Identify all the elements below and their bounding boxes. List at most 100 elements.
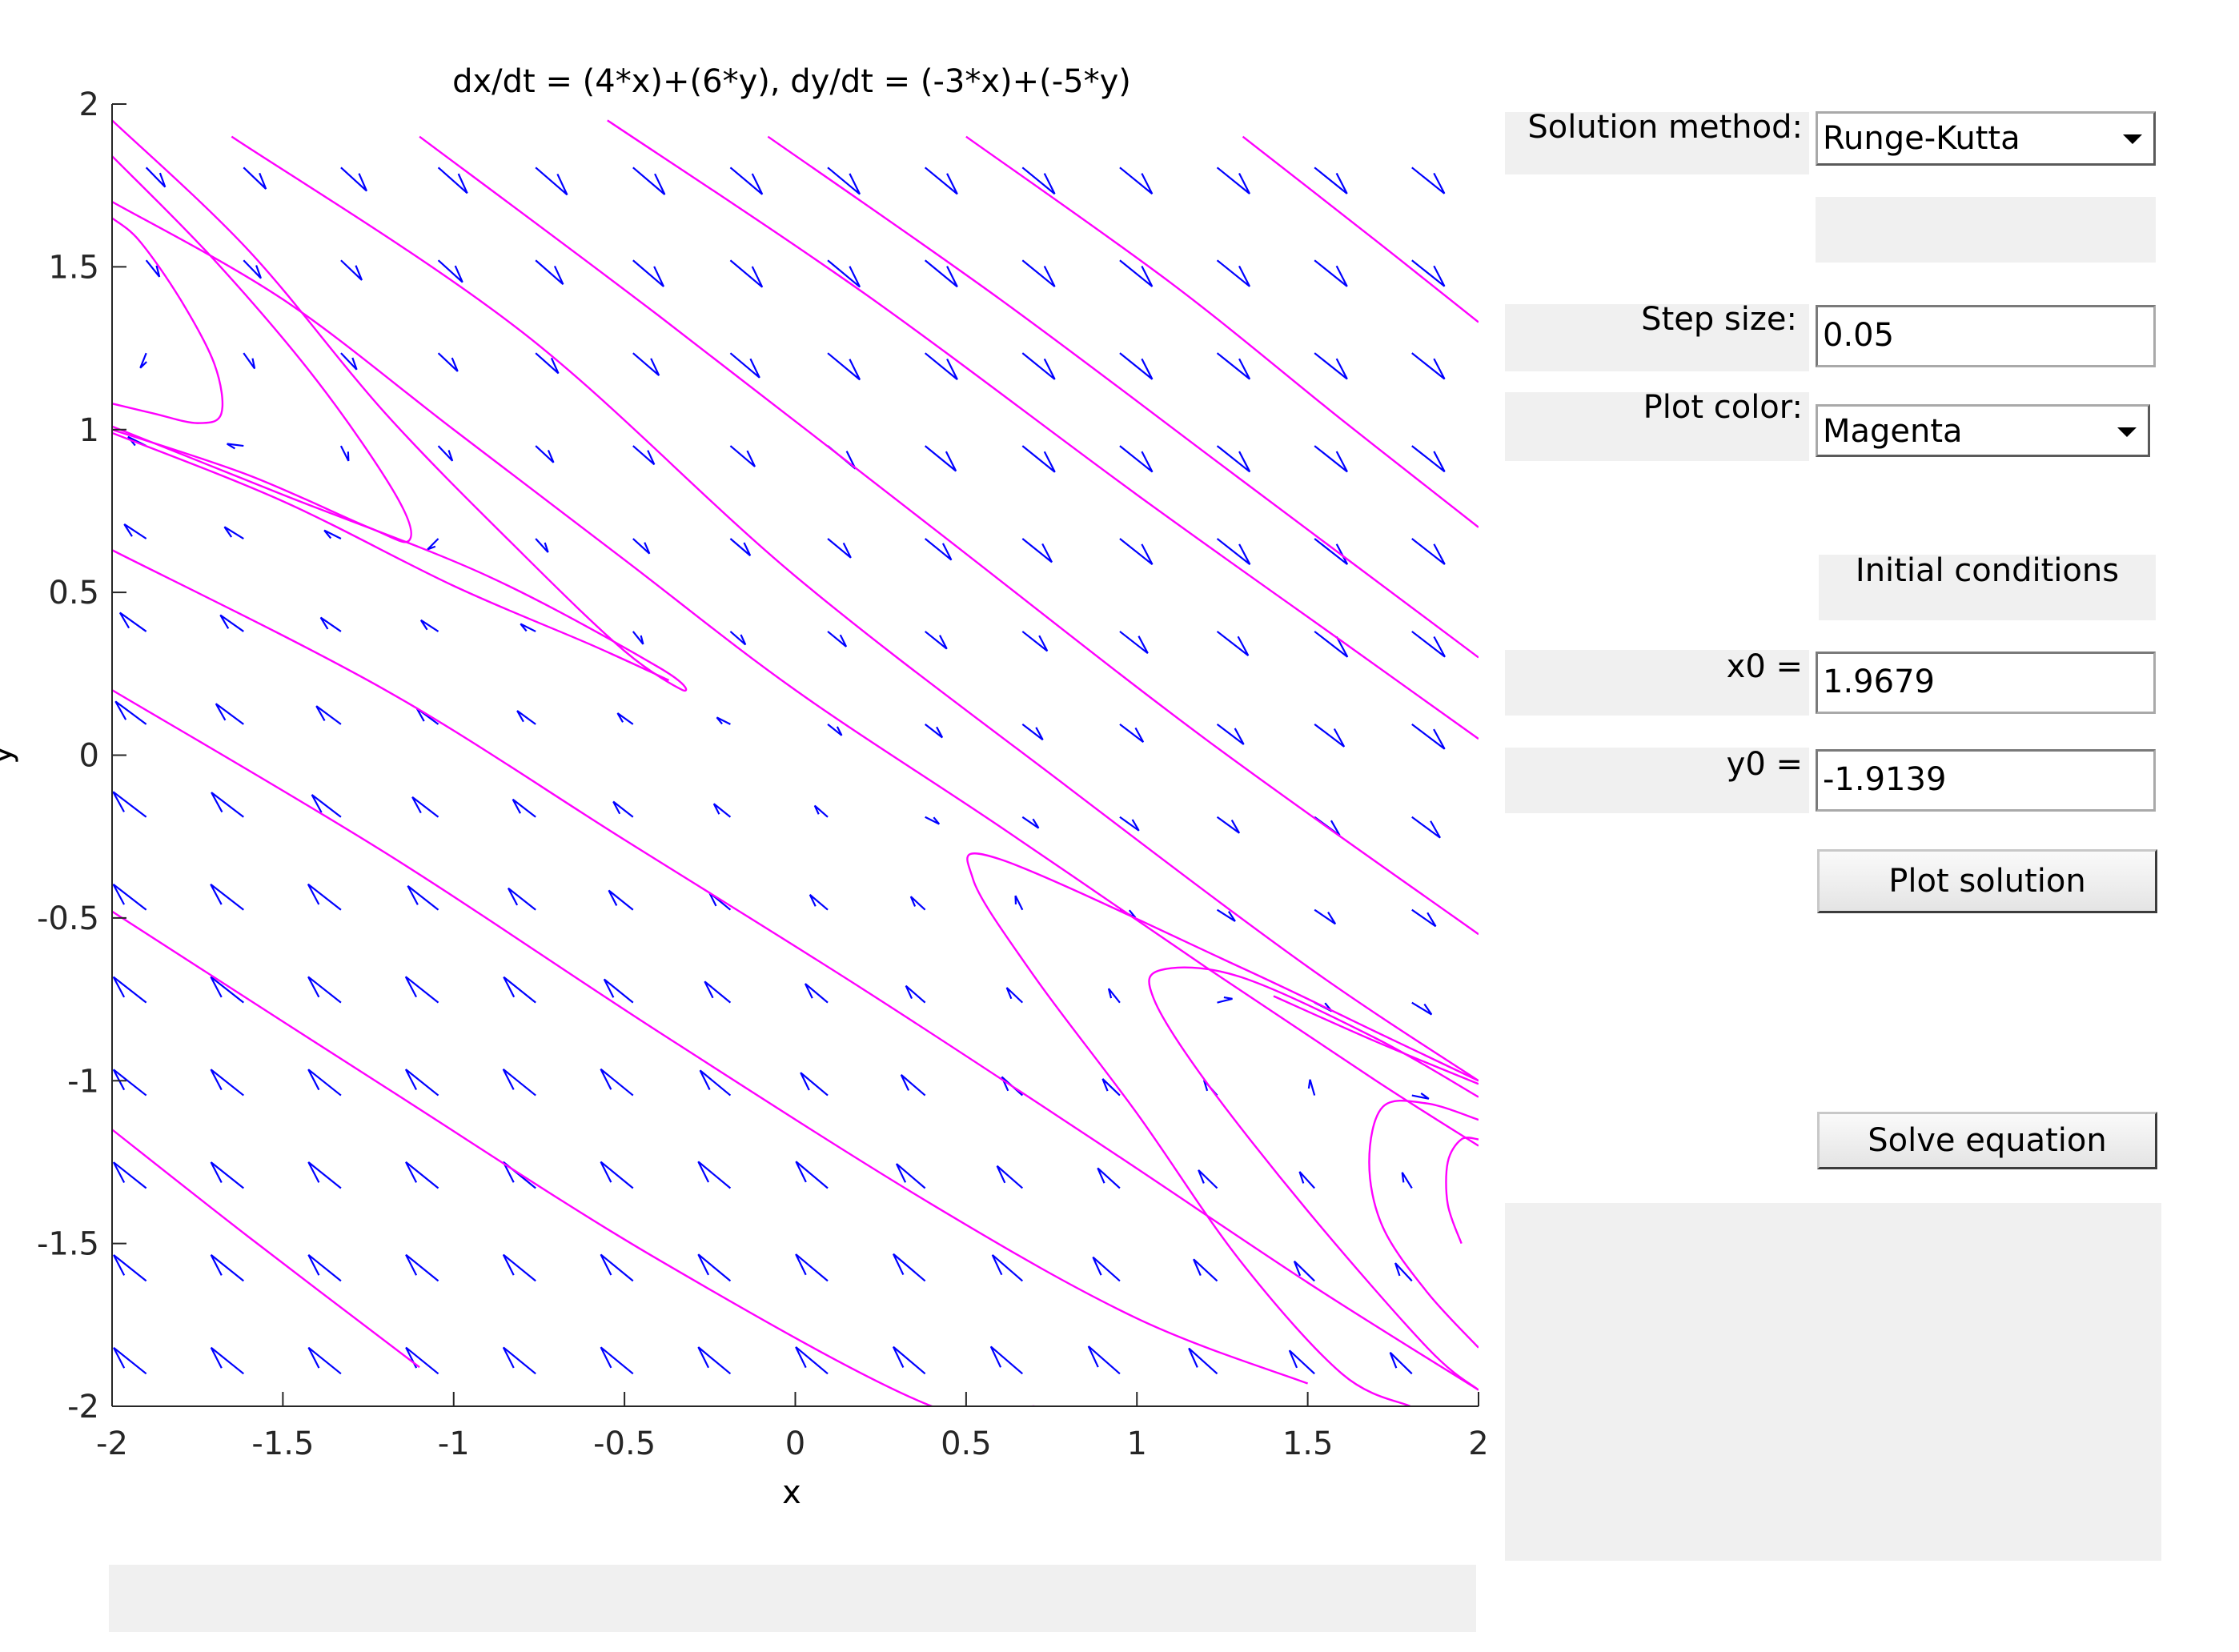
field-arrow <box>608 889 634 911</box>
field-arrow <box>1411 816 1441 839</box>
plot-solution-button[interactable]: Plot solution <box>1817 849 2157 913</box>
x0-field[interactable]: 1.9679 <box>1816 652 2156 714</box>
field-arrow <box>1314 723 1346 748</box>
field-arrow <box>243 259 262 279</box>
field-arrow <box>729 166 764 195</box>
field-arrow <box>1314 445 1348 473</box>
solution-curve <box>767 135 1479 659</box>
field-arrow <box>1119 723 1145 743</box>
method-label: Solution method: <box>1527 109 1803 146</box>
field-arrow <box>1314 538 1349 565</box>
field-arrow <box>632 166 666 195</box>
field-arrow <box>1216 631 1250 656</box>
field-arrow <box>795 1346 829 1375</box>
x0-label: x0 = <box>1726 648 1803 685</box>
field-arrow <box>405 1161 439 1189</box>
field-arrow <box>307 883 342 911</box>
solve-equation-button[interactable]: Solve equation <box>1817 1112 2157 1169</box>
field-arrow <box>1101 1078 1121 1097</box>
field-arrow <box>1216 166 1250 194</box>
field-arrow <box>1021 723 1044 741</box>
plot-color-dropdown[interactable]: Magenta <box>1816 404 2150 457</box>
field-arrow <box>924 723 944 739</box>
field-arrow <box>1216 538 1251 566</box>
solution-curve <box>1368 1099 1479 1349</box>
solution-curve <box>1273 995 1479 1085</box>
field-arrow <box>1411 1001 1433 1016</box>
field-arrow <box>112 1161 147 1189</box>
field-arrow <box>809 894 829 911</box>
field-arrow <box>697 1253 732 1282</box>
field-arrow <box>1021 445 1056 473</box>
x-tick-label: 0.5 <box>941 1425 992 1462</box>
step-label-panel <box>1505 304 1809 371</box>
field-arrow <box>307 976 342 1004</box>
field-arrow <box>112 884 147 911</box>
field-arrow <box>712 803 732 818</box>
x-tick-label: -2 <box>96 1425 128 1462</box>
field-arrow <box>1411 352 1446 380</box>
solution-curve <box>112 155 412 543</box>
field-arrow <box>407 884 439 911</box>
field-arrow <box>211 792 244 818</box>
field-arrow <box>1119 631 1149 655</box>
field-arrow <box>1288 1349 1315 1375</box>
field-arrow <box>339 445 350 462</box>
phase-plot[interactable]: -2 -1.5 -1 -0.5 0 0.5 1 1.5 2 2 1.5 1 0.5 0 -0.5 -1 -1.5… <box>0 0 1497 1652</box>
field-arrow <box>139 352 147 369</box>
field-arrow <box>804 983 829 1004</box>
field-arrow <box>616 712 634 725</box>
field-arrow <box>924 352 958 380</box>
field-arrow <box>1411 908 1437 928</box>
field-arrow <box>502 1161 536 1189</box>
field-arrow <box>1021 816 1040 829</box>
y-tick-label: -1 <box>67 1063 99 1100</box>
y0-field[interactable]: -1.9139 <box>1816 749 2156 812</box>
field-arrow <box>512 798 536 818</box>
field-arrow <box>827 631 848 648</box>
chevron-down-icon <box>2123 134 2142 144</box>
field-arrow <box>1198 1169 1218 1189</box>
field-arrow <box>1411 445 1446 473</box>
direction-field <box>112 166 1446 1375</box>
field-arrow <box>909 896 926 911</box>
field-arrow <box>632 352 660 376</box>
field-arrow <box>827 166 861 195</box>
y-tick-label: -2 <box>67 1389 99 1425</box>
field-arrow <box>118 611 147 632</box>
field-arrow <box>632 445 656 466</box>
field-arrow <box>113 1346 147 1375</box>
solution-curve <box>966 852 1479 1406</box>
field-arrow <box>924 259 958 288</box>
field-arrow <box>405 1253 439 1282</box>
field-arrow <box>508 887 536 911</box>
field-arrow <box>535 352 560 375</box>
field-arrow <box>1293 1261 1315 1282</box>
field-arrow <box>893 1253 926 1282</box>
field-arrow <box>600 1068 634 1097</box>
solution-curves <box>112 119 1479 1406</box>
solution-curve <box>965 135 1479 528</box>
field-arrow <box>795 1161 829 1189</box>
field-arrow <box>112 791 147 818</box>
field-arrow <box>632 538 651 555</box>
field-arrow <box>145 259 161 278</box>
y-tick-label: 2 <box>79 86 99 123</box>
field-arrow <box>716 716 731 725</box>
field-arrow <box>1216 816 1241 834</box>
field-arrow <box>1119 816 1140 832</box>
field-arrow <box>113 1254 147 1282</box>
field-arrow <box>729 445 756 467</box>
field-arrow <box>1119 538 1154 566</box>
field-arrow <box>210 976 244 1004</box>
field-arrow <box>215 703 244 725</box>
method-dropdown[interactable]: Runge-Kutta <box>1816 111 2156 166</box>
solution-curve <box>419 135 1479 936</box>
plot-color-value: Magenta <box>1823 413 1963 450</box>
field-arrow <box>520 623 536 632</box>
step-size-field[interactable]: 0.05 <box>1816 305 2156 367</box>
chart-title: dx/dt = (4*x)+(6*y), dy/dt = (-3*x)+(-5*… <box>452 63 1131 100</box>
field-arrow <box>1087 1345 1121 1375</box>
method-dropdown-value: Runge-Kutta <box>1823 120 2020 157</box>
field-arrow <box>1119 166 1154 194</box>
